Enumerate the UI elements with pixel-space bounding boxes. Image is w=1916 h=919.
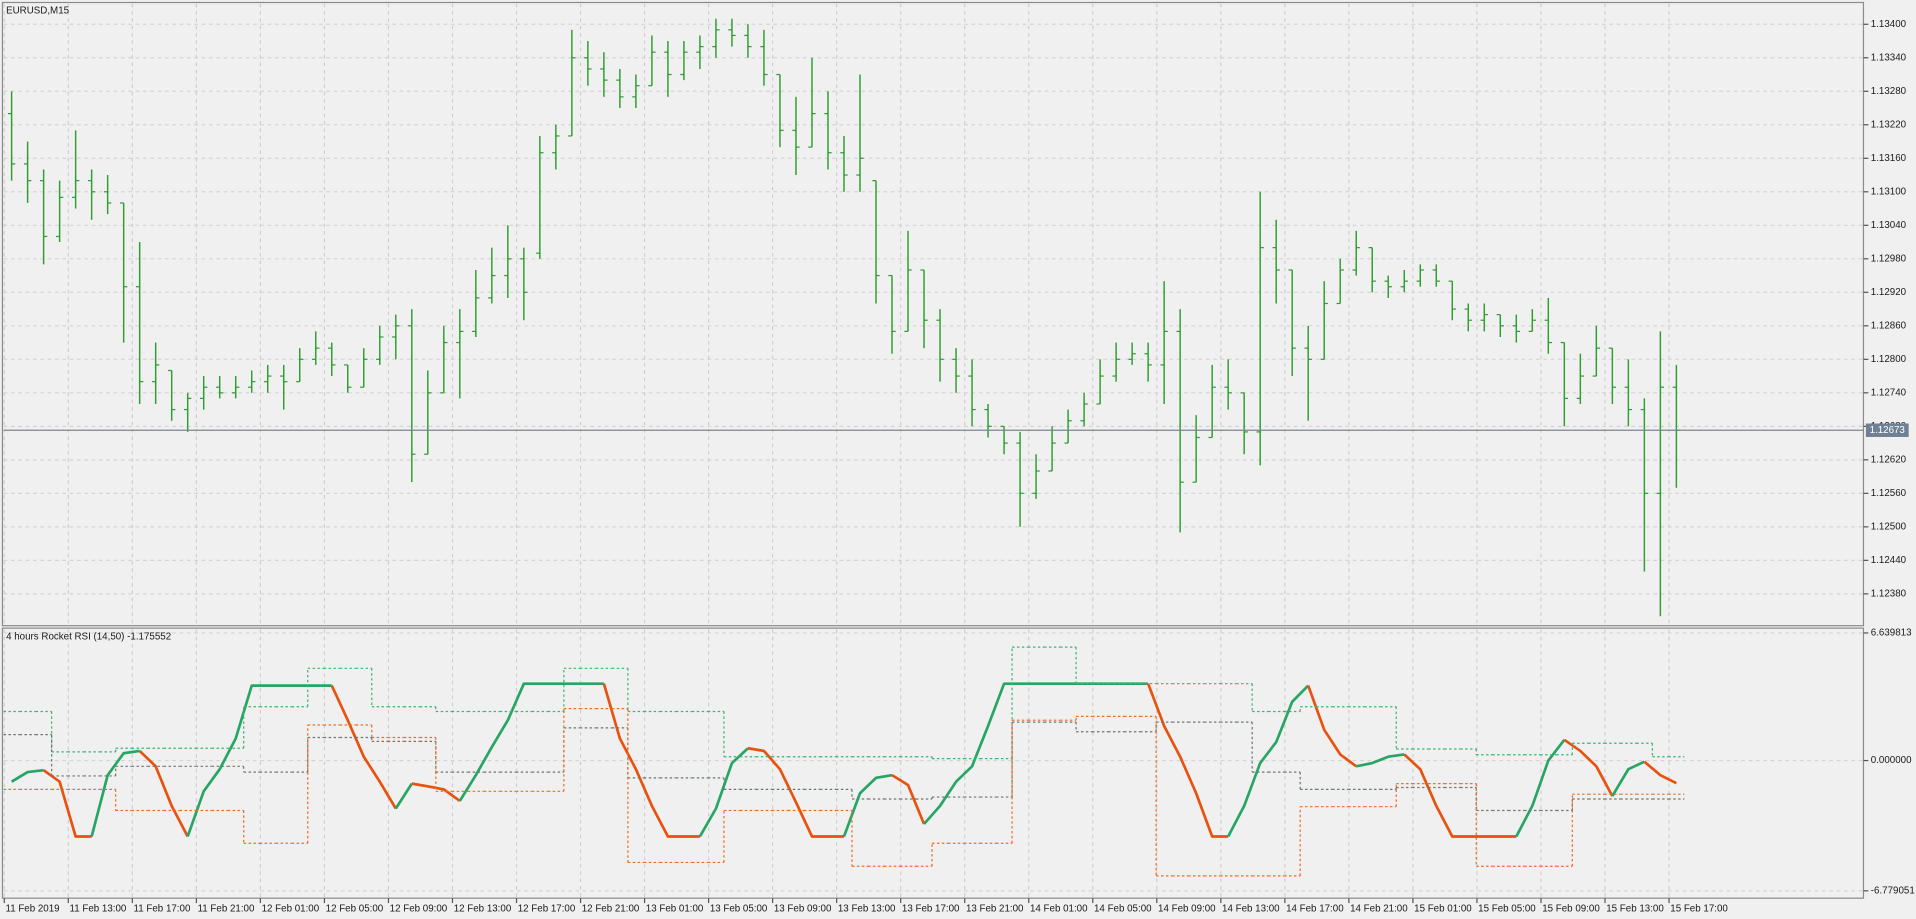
- y-tick-label: 1.12920: [1871, 287, 1907, 298]
- y-tick-label: 1.13280: [1871, 86, 1907, 97]
- y-tick-label: 1.12620: [1871, 454, 1907, 465]
- indicator-line: [10, 768, 44, 783]
- y-tick-label: 1.13100: [1871, 186, 1907, 197]
- indicator-line: [394, 782, 413, 810]
- indicator-line: [842, 773, 893, 837]
- y-tick-label: 1.12440: [1871, 555, 1907, 566]
- indicator-line: [90, 749, 140, 837]
- x-tick-label: 13 Feb 09:00: [774, 904, 832, 915]
- x-tick-label: 13 Feb 13:00: [838, 904, 896, 915]
- pane-title: 4 hours Rocket RSI (14,50) -1.175552: [6, 631, 171, 642]
- y-tick-label: 1.13340: [1871, 52, 1907, 63]
- indicator-line: [1355, 753, 1405, 768]
- x-tick-label: 12 Feb 05:00: [326, 904, 384, 915]
- x-tick-label: 12 Feb 01:00: [262, 904, 320, 915]
- x-tick-label: 11 Feb 17:00: [134, 904, 191, 915]
- last-price-label: 1.12673: [1870, 425, 1905, 436]
- indicator-line: [1306, 685, 1358, 768]
- x-tick-label: 12 Feb 21:00: [582, 904, 640, 915]
- x-tick-label: 15 Feb 01:00: [1414, 904, 1472, 915]
- y-tick-label: 1.12560: [1871, 488, 1907, 499]
- y-tick-label: 1.12980: [1871, 253, 1907, 264]
- y-tick-label: 1.13400: [1871, 19, 1907, 30]
- x-tick-label: 13 Feb 01:00: [646, 904, 704, 915]
- y-tick-label: 1.12740: [1871, 387, 1907, 398]
- pane: [1, 627, 1865, 899]
- y-tick-label: 1.13220: [1871, 119, 1907, 130]
- indicator-line: [1611, 760, 1645, 797]
- x-tick-label: 14 Feb 01:00: [1030, 904, 1088, 915]
- indicator-line: [1403, 753, 1517, 838]
- x-tick-label: 13 Feb 05:00: [710, 904, 768, 915]
- x-tick-label: 14 Feb 17:00: [1286, 904, 1344, 915]
- indicator-line: [138, 749, 189, 838]
- y-tick-label: 1.12860: [1871, 320, 1907, 331]
- x-tick-label: 15 Feb 17:00: [1670, 904, 1728, 915]
- indicator-line: [1146, 683, 1229, 838]
- x-tick-label: 14 Feb 05:00: [1094, 904, 1152, 915]
- indicator-line: [698, 747, 749, 838]
- y-tick-label: 1.13040: [1871, 220, 1907, 231]
- x-tick-label: 12 Feb 09:00: [390, 904, 448, 915]
- x-tick-label: 15 Feb 05:00: [1478, 904, 1536, 915]
- indicator-line: [1643, 760, 1677, 785]
- y-tick-label: 6.639813: [1871, 628, 1912, 639]
- x-tick-label: 11 Feb 13:00: [70, 904, 127, 915]
- indicator-line: [1563, 738, 1614, 797]
- x-tick-label: 13 Feb 17:00: [902, 904, 960, 915]
- y-tick-label: 0.000000: [1871, 755, 1912, 766]
- y-tick-label: 1.12800: [1871, 354, 1907, 365]
- indicator-line: [923, 682, 1149, 825]
- y-tick-label: 1.12500: [1871, 521, 1907, 532]
- x-tick-label: 14 Feb 09:00: [1158, 904, 1216, 915]
- indicator-line: [1226, 684, 1310, 838]
- pane-title: EURUSD,M15: [6, 6, 70, 17]
- indicator-line: [747, 746, 844, 838]
- indicator-line: [330, 685, 397, 810]
- x-tick-label: 11 Feb 2019: [5, 904, 59, 915]
- indicator-line: [458, 682, 604, 802]
- y-tick-label: -6.779051: [1871, 885, 1915, 896]
- x-tick-label: 13 Feb 21:00: [966, 904, 1024, 915]
- x-tick-label: 15 Feb 13:00: [1606, 904, 1664, 915]
- x-tick-label: 12 Feb 17:00: [518, 904, 576, 915]
- x-tick-label: 12 Feb 13:00: [454, 904, 512, 915]
- x-tick-label: 11 Feb 21:00: [198, 904, 255, 915]
- pane: [1, 1, 1865, 627]
- indicator-line: [602, 683, 700, 838]
- last-price-box: [1865, 423, 1909, 437]
- indicator-line: [1515, 738, 1566, 838]
- indicator-line: [891, 774, 926, 825]
- y-tick-label: 1.12380: [1871, 588, 1907, 599]
- x-tick-label: 15 Feb 09:00: [1542, 904, 1600, 915]
- y-tick-label: 1.13160: [1871, 153, 1907, 164]
- x-tick-label: 14 Feb 21:00: [1350, 904, 1408, 915]
- x-tick-label: 14 Feb 13:00: [1222, 904, 1280, 915]
